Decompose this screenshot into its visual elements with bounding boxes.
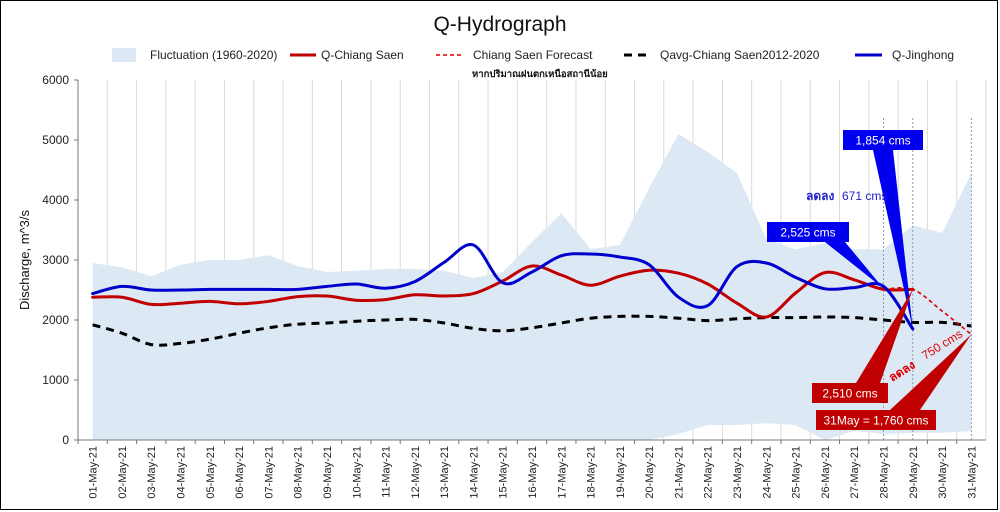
legend-label-jinghong: Q-Jinghong [892, 48, 954, 62]
series-line-q-jinghong [91, 243, 915, 331]
y-tick-label: 1000 [42, 373, 69, 387]
x-tick-label: 10-May-21 [351, 446, 363, 499]
callout-jinghong-1854-pointer [873, 150, 913, 329]
callout-chiang-saen-2510-box [812, 383, 888, 403]
callout-chiang-saen-2510: 2,510 cms [812, 289, 913, 403]
x-tick-label: 18-May-21 [586, 446, 598, 499]
legend-label-chiang-saen: Q-Chiang Saen [321, 48, 404, 62]
callout-chiang-saen-2510-text: 2,510 cms [822, 387, 877, 401]
x-tick-label: 30-May-21 [937, 446, 949, 499]
x-tick-label: 17-May-21 [556, 446, 568, 499]
forecast-condition-note: หากปริมาณฝนตกเหนือสถานีน้อย [472, 68, 608, 80]
x-tick-label: 07-May-21 [263, 446, 275, 499]
plot-area: 0 1000 2000 3000 4000 5000 6000 01-May-21 02-May… [42, 73, 987, 499]
callout-chiang-saen-2510-pointer [856, 289, 913, 383]
x-tick-label: 29-May-21 [908, 446, 920, 499]
decrease-value-jinghong: 671 cms [842, 189, 887, 203]
x-tick-label: 12-May-21 [410, 446, 422, 499]
series-line-q-chiang-saen [91, 264, 915, 319]
callout-jinghong-1854-box [843, 130, 923, 150]
x-tick-label: 20-May-21 [644, 446, 656, 499]
x-tick-label: 27-May-21 [849, 446, 861, 499]
x-tick-label: 15-May-21 [498, 446, 510, 499]
x-tick-label: 25-May-21 [791, 446, 803, 499]
x-tick-label: 19-May-21 [615, 446, 627, 499]
x-tick-label: 11-May-21 [381, 446, 393, 498]
x-tick-label: 21-May-21 [674, 446, 686, 499]
callout-jinghong-1854-text: 1,854 cms [855, 134, 910, 148]
x-tick-label: 16-May-21 [527, 446, 539, 499]
y-axis-title: Discharge, m^3/s [17, 209, 32, 310]
series-line-chiang-saen-forecast [883, 287, 972, 336]
legend-label-qavg: Qavg-Chiang Saen2012-2020 [660, 48, 820, 62]
fluctuation-band [92, 134, 972, 440]
callout-forecast-1760: 31May = 1,760 cms [816, 334, 972, 430]
y-tick-label: 4000 [42, 193, 69, 207]
x-tick-label: 26-May-21 [820, 446, 832, 499]
x-tick-label: 08-May-21 [293, 446, 305, 499]
legend-label-forecast: Chiang Saen Forecast [473, 48, 593, 62]
x-tick-label: 04-May-21 [176, 446, 188, 499]
y-tick-label: 0 [62, 433, 69, 447]
x-tick-label: 05-May-21 [205, 446, 217, 499]
decrease-label-jinghong: ลดลง [806, 189, 835, 203]
legend-label-fluctuation: Fluctuation (1960-2020) [150, 48, 277, 62]
callout-jinghong-2525-pointer [825, 242, 884, 289]
legend: Fluctuation (1960-2020) Q-Chiang Saen Ch… [112, 48, 954, 62]
x-tick-label: 01-May-21 [88, 446, 100, 499]
legend-swatch-fluctuation [112, 48, 136, 62]
chart-title: Q-Hydrograph [433, 13, 566, 36]
y-tick-label: 3000 [42, 253, 69, 267]
x-tick-label: 31-May-21 [966, 446, 978, 499]
y-tick-label: 2000 [42, 313, 69, 327]
callout-jinghong-2525-text: 2,525 cms [780, 226, 835, 240]
callout-forecast-1760-pointer [890, 334, 972, 410]
callout-forecast-1760-text: 31May = 1,760 cms [823, 414, 928, 428]
x-tick-label: 03-May-21 [146, 446, 158, 499]
x-tick-label: 28-May-21 [879, 446, 891, 499]
callout-jinghong-1854: 1,854 cms [843, 130, 923, 329]
x-tick-label: 22-May-21 [703, 446, 715, 499]
y-tick-label: 6000 [42, 73, 69, 87]
x-tick-label: 13-May-21 [439, 446, 451, 499]
callout-jinghong-2525-box [767, 222, 849, 242]
x-tick-label: 23-May-21 [732, 446, 744, 499]
x-tick-label: 06-May-21 [234, 446, 246, 499]
x-tick-label: 14-May-21 [468, 446, 480, 499]
x-tick-label: 24-May-21 [761, 446, 773, 499]
callout-jinghong-2525: 2,525 cms [767, 222, 884, 289]
callout-forecast-1760-box [816, 410, 936, 430]
x-tick-label: 02-May-21 [117, 446, 129, 499]
x-tick-label: 09-May-21 [322, 446, 334, 499]
y-tick-label: 5000 [42, 133, 69, 147]
